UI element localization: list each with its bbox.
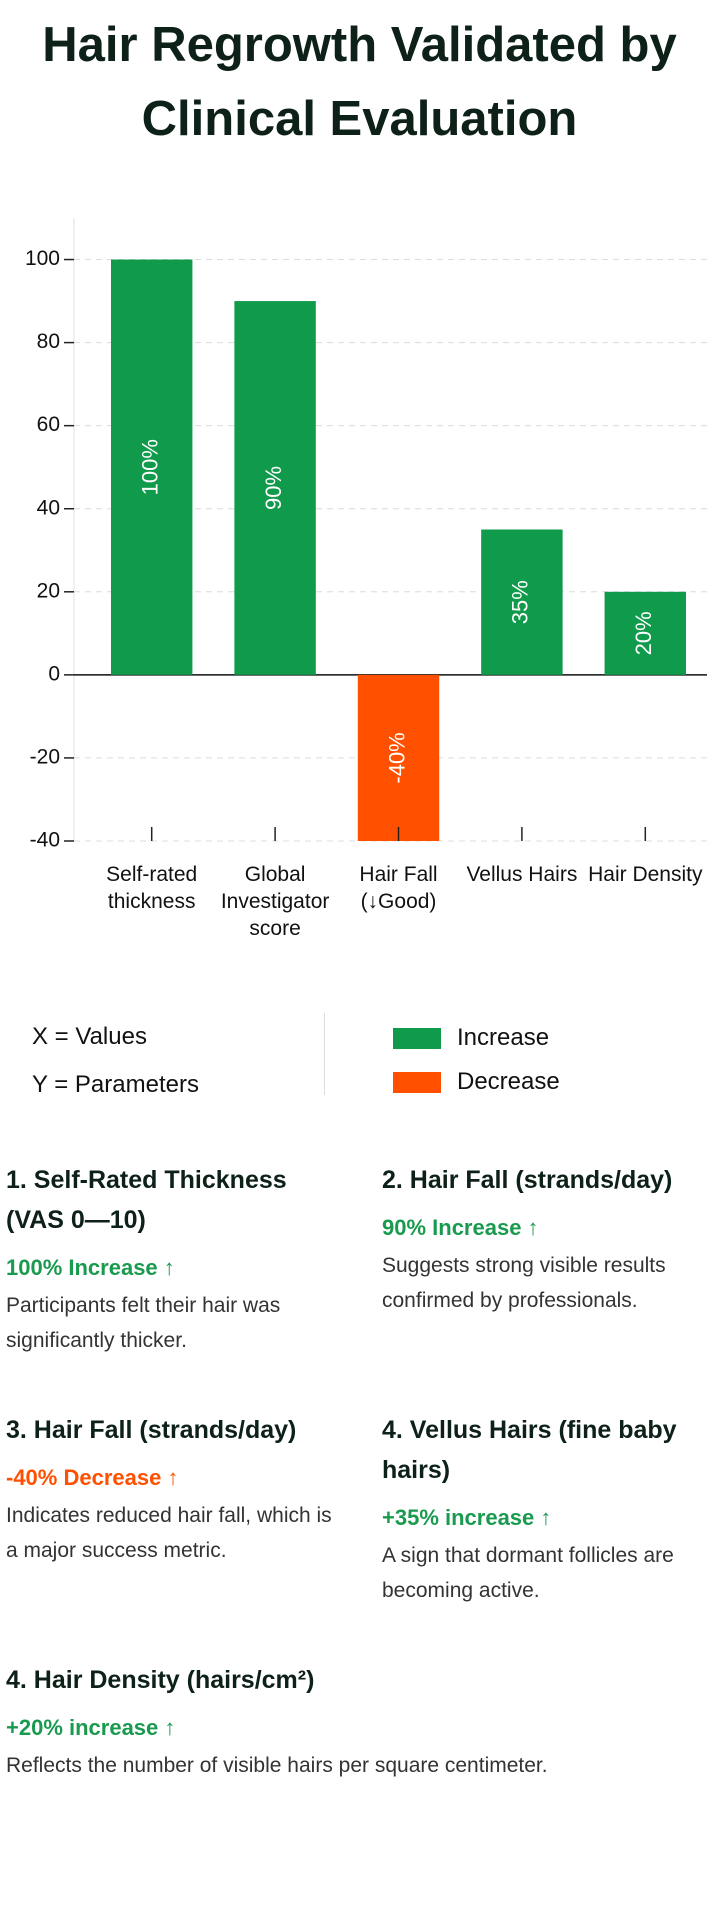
note-title: 4. Vellus Hairs (fine baby hairs) [382, 1416, 677, 1484]
bar [604, 591, 687, 675]
notes: 1. Self-Rated Thickness (VAS 0—10) 100% I… [6, 1160, 716, 1910]
note-stat: +20% increase ↑ [6, 1715, 176, 1740]
x-tick-label: Self-rated thickness [106, 863, 198, 913]
legend-label: Increase [457, 1024, 550, 1051]
note-stat: 100% Increase ↑ [6, 1255, 175, 1280]
y-tick-label: 100 [25, 247, 60, 270]
note: 1. Self-Rated Thickness (VAS 0—10) 100% I… [6, 1160, 382, 1410]
note-stat: +35% increase ↑ [382, 1505, 552, 1530]
note-title: 3. Hair Fall (strands/day) [6, 1416, 297, 1444]
note-title: 2. Hair Fall (strands/day) [382, 1166, 673, 1194]
legend-swatch [393, 1027, 441, 1049]
note: 3. Hair Fall (strands/day) -40% Decrease … [6, 1410, 382, 1660]
y-tick-label: 20 [37, 579, 60, 602]
legend-swatch [393, 1071, 441, 1093]
note-title: 4. Hair Density (hairs/cm²) [6, 1666, 315, 1694]
axis-key: X = Values Y = Parameters [32, 1013, 199, 1109]
x-tick-label: Vellus Hairs [466, 863, 578, 886]
y-tick-label: -20 [30, 745, 60, 768]
chart-area: -40 -20 0 20 40 60 80 100 100% 90% -40% 35% 20% Self… [0, 190, 719, 970]
legend-item: Increase [393, 1016, 560, 1060]
note: 4. Hair Density (hairs/cm²) +20% increase… [6, 1660, 716, 1910]
axis-key-y: Y = Parameters [32, 1071, 199, 1098]
y-tick-label: 80 [37, 330, 60, 353]
note-description: Participants felt their hair was signifi… [6, 1294, 281, 1352]
divider [324, 1013, 325, 1095]
y-tick-label: 40 [37, 496, 60, 519]
note-description: A sign that dormant follicles are becomi… [382, 1544, 674, 1602]
legend-label: Decrease [457, 1068, 560, 1095]
value-label: 35% [508, 580, 533, 624]
bar [357, 674, 440, 841]
value-label: 20% [631, 611, 656, 655]
note-stat: 90% Increase ↑ [382, 1215, 539, 1240]
y-tick-label: 0 [48, 662, 60, 685]
bar [481, 529, 563, 675]
note-stat: -40% Decrease ↑ [6, 1465, 179, 1490]
note-description: Suggests strong visible results confirme… [382, 1254, 666, 1312]
page: Hair Regrowth Validated by Clinical Eval… [0, 18, 719, 1777]
note-description: Indicates reduced hair fall, which is a … [6, 1504, 332, 1562]
x-tick-label: Hair Density [588, 863, 703, 886]
note: 2. Hair Fall (strands/day) 90% Increase ↑… [382, 1160, 712, 1410]
y-tick-label: 60 [37, 413, 60, 436]
value-label: 100% [138, 439, 163, 495]
chart: -40 -20 0 20 40 60 80 100 100% 90% -40% 35% 20% [25, 218, 707, 852]
legend-item: Decrease [393, 1060, 560, 1104]
bar [110, 259, 193, 675]
x-tick-label: Global Investigator score [220, 863, 330, 940]
value-label: 90% [261, 466, 286, 510]
note-title: 1. Self-Rated Thickness (VAS 0—10) [6, 1166, 287, 1234]
value-label: -40% [384, 732, 409, 783]
x-tick-label: Hair Fall (↓Good) [359, 863, 438, 913]
y-tick-label: -40 [30, 829, 60, 852]
legend: Increase Decrease [393, 1016, 560, 1104]
axis-key-x: X = Values [32, 1023, 147, 1050]
note-description: Reflects the number of visible hairs per… [6, 1754, 548, 1777]
bar [234, 301, 316, 675]
note: 4. Vellus Hairs (fine baby hairs) +35% in… [382, 1410, 712, 1660]
page-title: Hair Regrowth Validated by Clinical Eval… [42, 18, 677, 146]
